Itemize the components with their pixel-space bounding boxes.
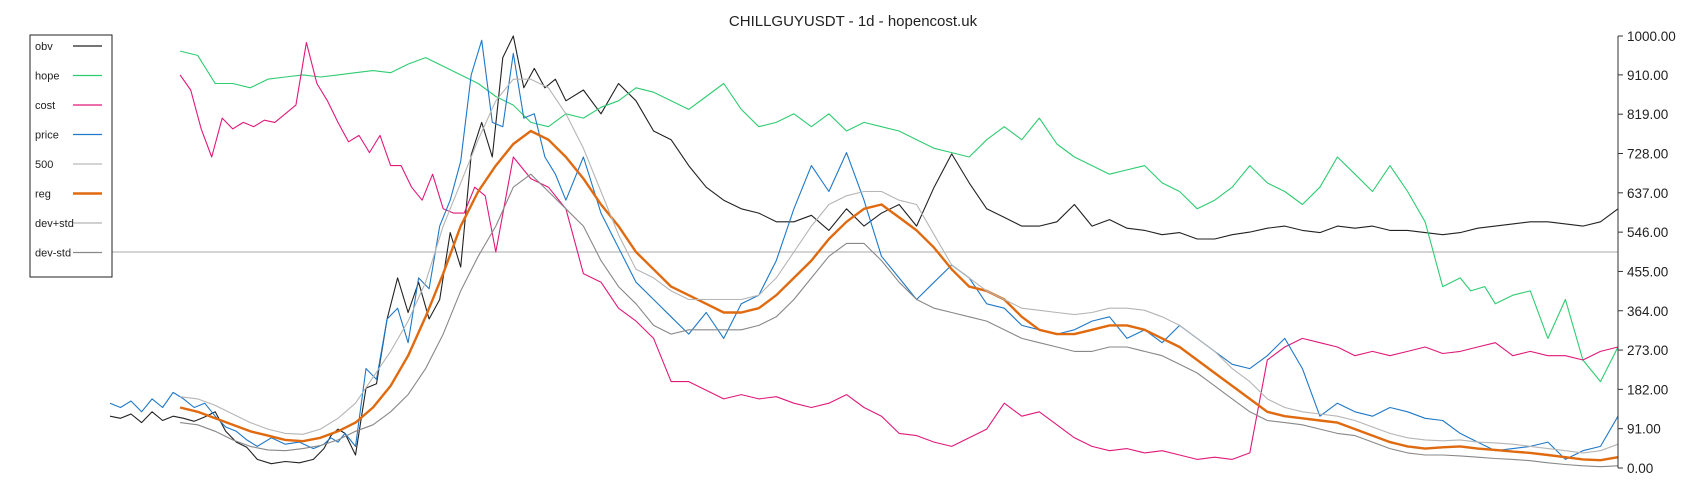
y-tick-label: 0.00 bbox=[1627, 461, 1653, 476]
legend-label-reg: reg bbox=[35, 189, 51, 201]
y-tick-label: 819.00 bbox=[1627, 107, 1668, 122]
legend-label-hope: hope bbox=[35, 71, 59, 83]
legend-label-500: 500 bbox=[35, 159, 53, 171]
series-hope-line bbox=[179, 50, 1619, 383]
y-tick-label: 455.00 bbox=[1627, 264, 1668, 279]
y-tick-label: 273.00 bbox=[1627, 343, 1668, 358]
series-group bbox=[109, 35, 1619, 468]
series-reg-line bbox=[179, 129, 1619, 462]
legend-label-price: price bbox=[35, 130, 59, 142]
legend-label-cost: cost bbox=[35, 100, 55, 112]
legend-label-obv: obv bbox=[35, 41, 53, 53]
legend-label-dev+std: dev+std bbox=[35, 218, 74, 230]
y-tick-label: 546.00 bbox=[1627, 225, 1668, 240]
legend: obv hope cost price 500 reg dev+std dev-std bbox=[29, 34, 113, 278]
legend-label-dev-std: dev-std bbox=[35, 248, 71, 260]
y-tick-label: 1000.00 bbox=[1627, 29, 1676, 44]
series-obv-line bbox=[109, 35, 1619, 465]
series-dev-std-line bbox=[180, 173, 1619, 468]
series-cost-line bbox=[179, 41, 1619, 460]
y-tick-label: 637.00 bbox=[1627, 186, 1668, 201]
y-tick-label: 364.00 bbox=[1627, 304, 1668, 319]
series-dev+std-line bbox=[180, 78, 1619, 454]
y-tick-label: 182.00 bbox=[1627, 382, 1668, 397]
y-tick-label: 910.00 bbox=[1627, 68, 1668, 83]
y-axis: 1000.00 910.00 819.00 728.00 637.00 546.00 455… bbox=[1617, 29, 1676, 476]
chart-title: CHILLGUYUSDT - 1d - hopencost.uk bbox=[729, 13, 978, 30]
y-tick-label: 91.00 bbox=[1627, 422, 1661, 437]
series-price-line bbox=[109, 39, 1619, 460]
y-tick-label: 728.00 bbox=[1627, 147, 1668, 162]
